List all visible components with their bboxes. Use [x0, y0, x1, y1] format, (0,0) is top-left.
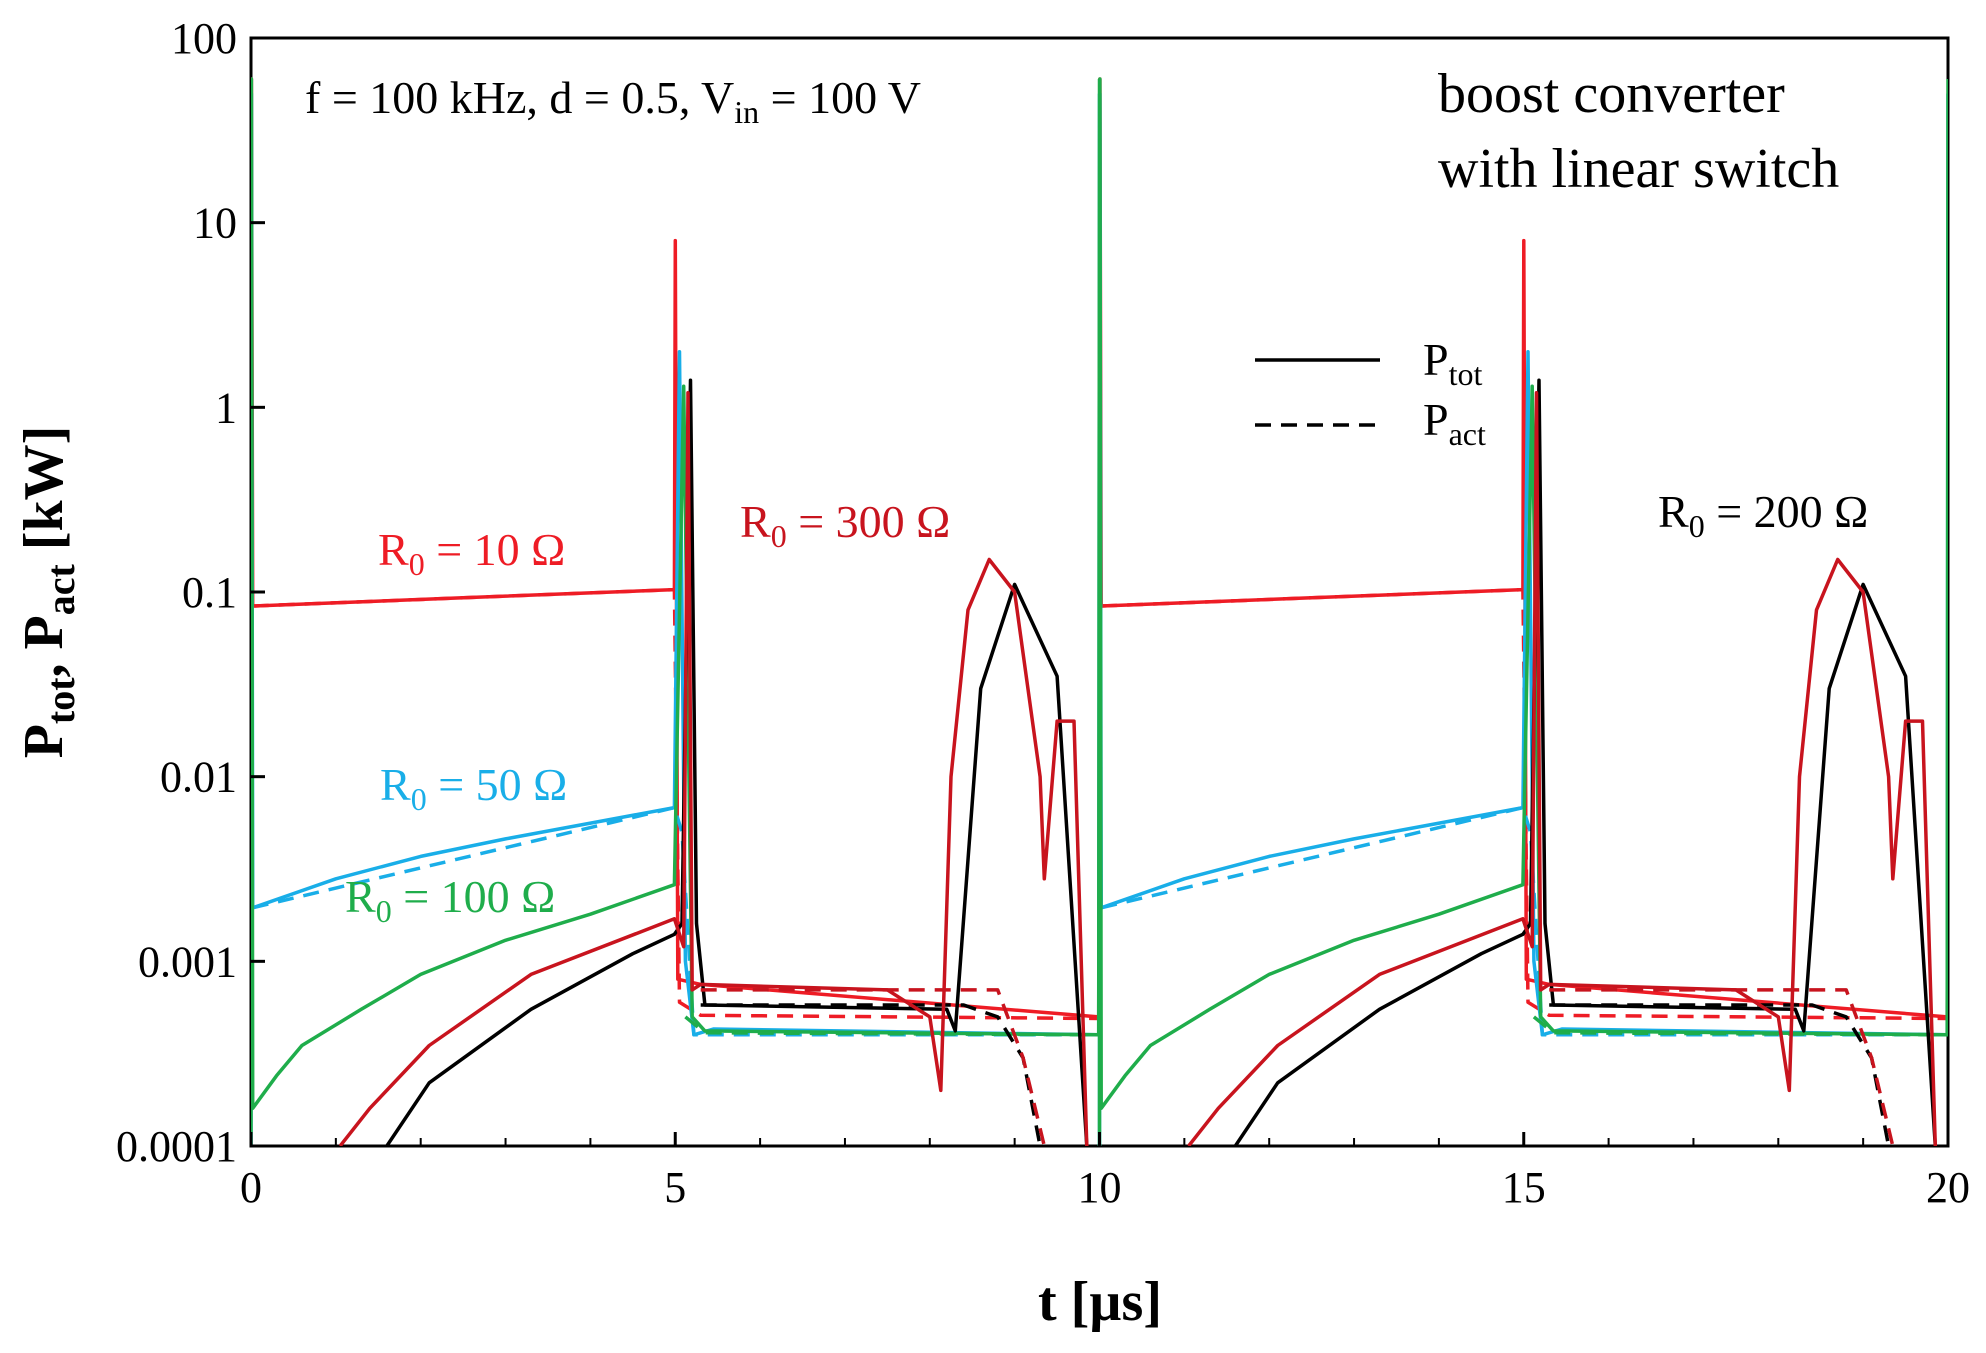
series-line-5-period1	[684, 1015, 1099, 1037]
y-axis-title-sep: , P	[13, 615, 75, 677]
series-line-6-period2	[1233, 378, 1938, 1146]
series-line-3-period2	[1100, 805, 1948, 1037]
conditions-annotation: f = 100 kHz, d = 0.5, Vin = 100 V	[305, 72, 921, 130]
series-line-9-period2	[1549, 988, 1895, 1146]
x-tick-label: 5	[664, 1163, 686, 1212]
series-line-7-period2	[1549, 1003, 1891, 1146]
conditions-sub: in	[734, 94, 759, 130]
y-tick-label: 100	[171, 14, 237, 63]
annotation-r200: R0 = 200 Ω	[1658, 486, 1868, 544]
series-line-4-period1	[251, 77, 1102, 1146]
x-axis-ticks: 0 5 10 15 20	[240, 1132, 1970, 1212]
series-line-3-period1	[252, 805, 1099, 1037]
y-axis-title: Ptot, Pact [kW]	[13, 426, 83, 759]
series-line-8-period1	[338, 390, 1089, 1146]
y-axis-title-sub1: tot	[38, 677, 83, 724]
series-line-8-period2	[1187, 390, 1938, 1146]
series-line-6-period1	[385, 378, 1089, 1146]
legend-label-pact: Pact	[1423, 394, 1486, 452]
conditions-part2: = 100 V	[759, 72, 921, 123]
legend: Ptot Pact	[1255, 334, 1486, 452]
y-axis-ticks: 0.0001 0.001 0.01 0.1 1 10 100	[116, 14, 265, 1171]
annotation-r100: R0 = 100 Ω	[345, 871, 555, 929]
annotation-r50: R0 = 50 Ω	[380, 759, 567, 817]
x-tick-label: 10	[1078, 1163, 1122, 1212]
x-tick-label: 15	[1502, 1163, 1546, 1212]
x-axis-title: t [µs]	[1038, 1271, 1162, 1333]
series-line-1-period1	[252, 587, 1099, 1021]
annotation-r300: R0 = 300 Ω	[740, 496, 950, 554]
y-tick-label: 0.001	[138, 937, 237, 986]
y-tick-label: 0.0001	[116, 1122, 237, 1171]
y-axis-title-unit: [kW]	[13, 426, 75, 564]
y-axis-title-main: P	[13, 724, 75, 758]
x-tick-label: 20	[1926, 1163, 1970, 1212]
y-tick-label: 0.1	[182, 568, 237, 617]
series-line-5-period2	[1532, 1015, 1948, 1037]
series-line-1-period2	[1101, 587, 1948, 1021]
series-line-4-period2	[1097, 77, 1948, 1146]
annotation-r10: R0 = 10 Ω	[378, 524, 565, 582]
series-line-9-period1	[700, 988, 1047, 1146]
y-tick-label: 10	[193, 199, 237, 248]
y-tick-label: 0.01	[160, 753, 237, 802]
legend-label-ptot: Ptot	[1423, 334, 1482, 392]
x-tick-label: 0	[240, 1163, 262, 1212]
y-tick-label: 1	[215, 383, 237, 432]
series-line-7-period1	[700, 1003, 1042, 1146]
title-line-1: boost converter	[1438, 63, 1785, 125]
y-axis-title-sub2: act	[38, 563, 83, 615]
series-layer	[251, 77, 1948, 1146]
title-line-2: with linear switch	[1438, 138, 1839, 200]
conditions-part1: f = 100 kHz, d = 0.5, V	[305, 72, 734, 123]
